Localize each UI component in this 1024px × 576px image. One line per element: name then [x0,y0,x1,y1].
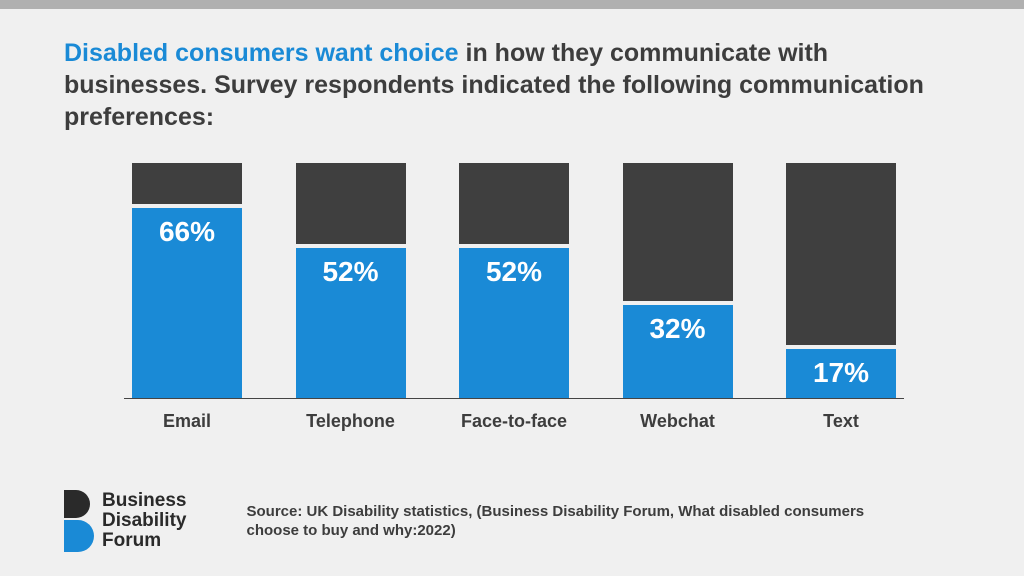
bar-chart-category-labels: Email Telephone Face-to-face Webchat Text [124,399,904,432]
bar-column: 32% [623,163,733,398]
bar-remainder [132,163,242,204]
category-label: Telephone [296,411,406,432]
category-label: Face-to-face [459,411,569,432]
source-citation: Source: UK Disability statistics, (Busin… [246,502,886,541]
headline: Disabled consumers want choice in how th… [64,37,944,133]
bar-value-label: 52% [459,256,569,288]
bar-column: 17% [786,163,896,398]
bar-fill: 17% [786,349,896,398]
logo-line-1: Business [102,491,186,511]
logo-line-3: Forum [102,531,186,551]
bar-value-label: 52% [296,256,406,288]
brand-logo-mark [64,490,94,552]
bar-remainder [786,163,896,345]
category-label: Email [132,411,242,432]
bar-remainder [296,163,406,244]
logo-mark-bottom [64,520,94,552]
footer: Business Disability Forum Source: UK Dis… [64,490,960,552]
brand-logo: Business Disability Forum [64,490,186,552]
top-accent-bar [0,0,1024,9]
bar-column: 52% [459,163,569,398]
bar-value-label: 32% [623,313,733,345]
category-label: Text [786,411,896,432]
bar-value-label: 66% [132,216,242,248]
category-label: Webchat [623,411,733,432]
bar-chart-bars: 66% 52% 52% 32% 17% [124,163,904,399]
brand-logo-text: Business Disability Forum [102,491,186,551]
bar-remainder [623,163,733,301]
bar-column: 66% [132,163,242,398]
bar-fill: 52% [296,248,406,398]
bar-chart: 66% 52% 52% 32% 17% Email Telephone Face-to-fa… [124,163,904,432]
bar-column: 52% [296,163,406,398]
logo-line-2: Disability [102,511,186,531]
infographic-page: Disabled consumers want choice in how th… [0,9,1024,576]
headline-emphasis: Disabled consumers want choice [64,39,459,67]
bar-fill: 52% [459,248,569,398]
bar-remainder [459,163,569,244]
bar-value-label: 17% [786,357,896,389]
logo-mark-top [64,490,90,518]
bar-fill: 32% [623,305,733,398]
bar-fill: 66% [132,208,242,398]
